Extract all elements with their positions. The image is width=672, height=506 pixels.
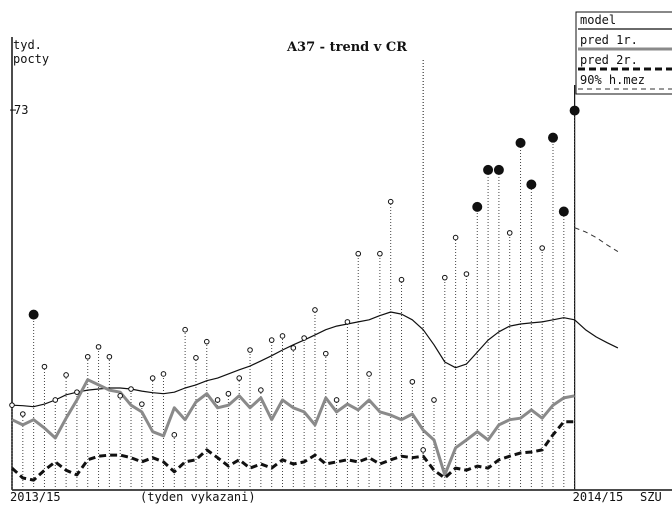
y-axis-label: tyd. (13, 38, 42, 52)
legend-box (575, 11, 672, 95)
legend-label: model (580, 13, 616, 27)
legend-label: pred 1r. (580, 33, 638, 47)
observed-point (225, 390, 232, 397)
observed-point-exceed (472, 201, 483, 212)
observed-point (279, 333, 286, 339)
y-axis-label: pocty (13, 52, 49, 66)
observed-point-exceed (28, 309, 39, 320)
observed-point (236, 375, 243, 381)
observed-point (409, 378, 416, 385)
observed-point (247, 347, 253, 353)
observed-point (128, 386, 134, 392)
observed-point-exceed (548, 132, 558, 143)
series-line (11, 378, 575, 477)
observed-point (258, 387, 264, 393)
observed-point (203, 338, 210, 345)
observed-point (171, 432, 178, 438)
series-line (10, 420, 575, 482)
observed-point-exceed (515, 137, 526, 148)
observed-point (431, 397, 437, 403)
chart-title: A37 - trend v CR (286, 40, 407, 55)
observed-point (268, 337, 275, 343)
observed-point (106, 353, 113, 360)
observed-point (420, 447, 426, 453)
observed-point (387, 198, 394, 205)
observed-point (182, 326, 188, 333)
x-axis-label: (tyden vykazani) (140, 490, 256, 504)
observed-point (20, 411, 26, 417)
observed-point (312, 307, 318, 313)
observed-point (301, 335, 307, 341)
observed-point (160, 371, 167, 377)
x-tick-label: 2014/15 (573, 490, 624, 504)
observed-point (63, 372, 69, 378)
observed-point (95, 344, 102, 350)
observed-point (41, 363, 48, 370)
legend-label: pred 2r. (580, 53, 638, 67)
observed-point (322, 350, 329, 357)
observed-point (139, 401, 145, 407)
observed-point (214, 397, 221, 403)
x-tick-label: 2013/15 (10, 490, 61, 504)
observed-point (377, 250, 383, 257)
observed-point (117, 392, 123, 399)
observed-point (344, 319, 351, 325)
observed-point (149, 375, 156, 381)
observed-point (193, 355, 199, 361)
observed-point (539, 245, 545, 251)
observed-point-exceed (483, 164, 494, 175)
observed-point-exceed (493, 164, 504, 175)
observed-point-exceed (569, 105, 580, 116)
observed-point (74, 389, 80, 395)
observed-point (52, 397, 59, 403)
observed-point-exceed (526, 179, 537, 190)
observed-point (398, 276, 405, 283)
observed-point (452, 234, 459, 241)
x-axis-suffix: SZU (640, 490, 662, 504)
legend: model pred 1r. pred 2r. 90% h.mez (578, 13, 672, 90)
observed-point (333, 397, 340, 403)
observed-point (9, 402, 15, 408)
observed-point (355, 250, 362, 257)
observed-point (84, 353, 91, 360)
series-line (574, 227, 619, 253)
observed-point (442, 274, 448, 281)
observed-point-exceed (558, 206, 569, 217)
series-line (11, 311, 619, 408)
observed-point (290, 345, 297, 351)
legend-label: 90% h.mez (580, 73, 645, 87)
observed-point (463, 271, 470, 277)
y-tick-label: 73 (14, 103, 28, 117)
observed-point (506, 230, 513, 236)
observed-point (366, 371, 372, 377)
